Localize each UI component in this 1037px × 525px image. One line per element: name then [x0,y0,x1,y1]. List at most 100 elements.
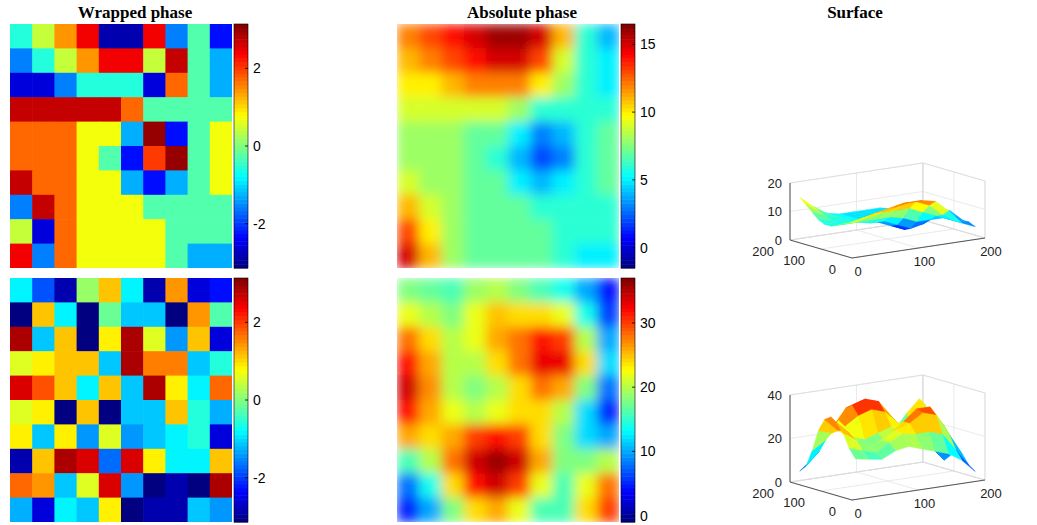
colorbar-step [621,157,635,161]
heat-cell [397,424,420,449]
colorbar-step [621,77,635,81]
heat-cell [99,219,122,244]
colorbar-step [621,215,635,219]
heat-cell [464,400,487,425]
x-tick-label: 200 [980,486,1002,501]
colorbar-tick-label: 2 [253,60,261,76]
heat-cell [464,146,487,171]
figure: -202Wrapped phase051015Absolute phase010… [0,0,1037,525]
heat-cell [165,400,188,425]
heat-cell [165,219,188,244]
heat-cell [32,351,55,376]
colorbar-step [234,188,248,192]
colorbar-step [621,257,635,261]
heatmap [397,278,619,522]
colorbar-step [234,335,248,339]
heat-cell [441,278,464,303]
heat-cell [77,449,100,474]
heat-cell [597,48,619,73]
heat-cell [486,351,509,376]
heat-cell [165,498,188,522]
heat-cell [486,97,509,122]
heat-cell [419,498,442,522]
heat-cell [143,48,166,73]
heat-cell [441,170,464,195]
colorbar-step [234,457,248,461]
colorbar-step [234,39,248,43]
colorbar-step [234,222,248,226]
colorbar-step [234,431,248,435]
heat-cell [121,302,144,327]
heat-cell [486,24,509,49]
colorbar-step [234,408,248,412]
heat-cell [464,97,487,122]
heat-cell [419,302,442,327]
heat-cell [419,48,442,73]
colorbar-step [234,142,248,146]
colorbar-step [234,215,248,219]
heat-cell [552,24,575,49]
colorbar-step [234,373,248,377]
colorbar-step [621,150,635,154]
heat-cell [99,473,122,498]
heat-cell [10,376,33,401]
colorbar-step [621,312,635,316]
colorbar-step [621,260,635,264]
heat-cell [397,473,420,498]
heat-cell [210,195,232,220]
colorbar-step [234,47,248,51]
heat-cell [32,24,55,49]
colorbar-step [621,331,635,335]
heat-cell [165,73,188,98]
heat-cell [575,376,598,401]
heat-cell [188,400,211,425]
heat-cell [54,498,77,522]
colorbar-step [621,188,635,192]
colorbar-tick-label: 5 [640,172,648,188]
heat-cell [530,219,553,244]
colorbar-step [621,35,635,39]
colorbar-step [621,423,635,427]
heat-cell [508,351,531,376]
heat-cell [121,195,144,220]
heat-cell [552,122,575,147]
heat-cell [188,73,211,98]
heat-cell [464,327,487,352]
colorbar-step [234,370,248,374]
heat-cell [441,48,464,73]
colorbar-step [234,293,248,297]
heat-cell [597,244,619,268]
heat-cell [165,449,188,474]
heat-cell [441,351,464,376]
colorbar-tick [245,477,248,478]
colorbar-step [234,472,248,476]
heat-cell [441,219,464,244]
heat-cell [77,473,100,498]
colorbar-step [234,154,248,158]
heat-cell [575,278,598,303]
heat-cell [121,400,144,425]
colorbar-step [234,350,248,354]
colorbar-step [234,507,248,511]
colorbar-step [621,354,635,358]
heat-cell [419,351,442,376]
heat-cell [486,195,509,220]
colorbar-step [234,218,248,222]
colorbar-step [621,154,635,158]
colorbar-step [234,249,248,253]
heat-cell [464,219,487,244]
surface-plot [790,375,985,500]
heat-cell [597,449,619,474]
heat-cell [486,122,509,147]
heat-cell [77,73,100,98]
heat-cell [508,327,531,352]
heat-cell [99,48,122,73]
colorbar-step [234,328,248,332]
colorbar-step [621,192,635,196]
z-tick-label: 20 [768,176,782,191]
heat-cell [419,219,442,244]
heat-cell [143,24,166,49]
colorbar-step [621,165,635,169]
heat-cell [210,170,232,195]
z-tick-label: 10 [768,204,782,219]
